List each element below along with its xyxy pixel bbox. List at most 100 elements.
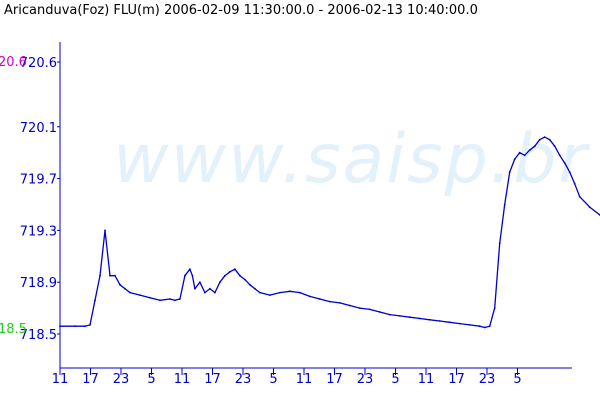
observed-series-line-point: [114, 274, 116, 277]
y-tick-label: 719.7: [20, 173, 57, 188]
observed-series-line-point: [104, 229, 106, 232]
observed-series-line-point: [199, 281, 201, 284]
y-tick-label: 719.3: [20, 224, 57, 239]
observed-series-line-point: [89, 324, 91, 326]
observed-series-line-point: [239, 274, 241, 277]
observed-series-line-point: [224, 274, 226, 277]
observed-series-line-point: [279, 291, 281, 294]
observed-series-line-point: [328, 300, 331, 303]
observed-series-line-point: [174, 299, 176, 302]
observed-series-line-point: [458, 322, 461, 325]
y-tick-label: 718.9: [20, 276, 57, 291]
x-tick-label: 23: [235, 372, 252, 387]
x-tick-label: 23: [479, 372, 496, 387]
observed-series-line-point: [74, 325, 76, 328]
observed-series-line-point: [139, 294, 141, 296]
max-value-marker: 20.6: [0, 55, 27, 70]
x-tick-label: 5: [513, 372, 521, 387]
observed-series-line-point: [184, 274, 186, 277]
watermark-text: www.saisp.br: [113, 120, 590, 199]
observed-series-line-point: [318, 298, 321, 300]
x-tick-label: 5: [147, 372, 155, 387]
observed-series-line-point: [418, 317, 421, 320]
x-tick-label: 17: [448, 372, 465, 387]
observed-series-line-point: [438, 320, 441, 322]
x-tick-label: 23: [113, 372, 130, 387]
observed-series-line-point: [59, 325, 61, 328]
observed-series-line-point: [378, 311, 381, 313]
observed-series-line-point: [478, 325, 481, 328]
x-tick-labels: 11 17 23 5 11 17 23 5 11 17 23 5 11 17 23 5: [52, 368, 522, 387]
observed-series-line-point: [254, 287, 256, 290]
observed-series-line-point: [99, 274, 101, 277]
observed-series-line-point: [518, 151, 521, 154]
series-group: [59, 136, 600, 329]
observed-series-line-point: [234, 268, 236, 271]
observed-series-line-point: [94, 299, 96, 302]
x-tick-label: 11: [174, 372, 191, 387]
observed-series-line-point: [573, 182, 576, 185]
observed-series-line-point: [189, 268, 191, 271]
observed-series-line-point: [194, 287, 196, 290]
observed-series-line-point: [548, 138, 551, 141]
y-tick-label: 718.5: [20, 328, 57, 343]
observed-series-line-point: [191, 274, 194, 277]
observed-series-line-point: [124, 287, 126, 290]
observed-series-line: [60, 136, 600, 329]
observed-series-line-point: [299, 291, 301, 294]
y-tick-label: 720.6: [20, 56, 57, 71]
observed-series-line-point: [523, 154, 526, 157]
observed-series-line-point: [568, 171, 571, 174]
observed-series-line-point: [119, 283, 121, 286]
x-tick-label: 23: [357, 372, 374, 387]
observed-series-line-point: [408, 316, 411, 319]
observed-series-line-point: [214, 291, 216, 294]
observed-series-line-point: [558, 154, 561, 157]
y-tick-label: 720.1: [20, 121, 57, 136]
x-tick-label: 17: [204, 372, 221, 387]
observed-series-line-point: [129, 291, 131, 294]
min-value-marker: 18.5: [0, 322, 27, 337]
observed-series-line-point: [149, 296, 151, 299]
observed-series-line-point: [528, 149, 531, 152]
observed-series-line-point: [348, 304, 351, 307]
observed-series-line-point: [398, 315, 401, 317]
observed-series-line-point: [498, 242, 501, 245]
observed-series-line-point: [503, 203, 506, 206]
observed-series-line-point: [468, 324, 471, 326]
observed-series-line-point: [249, 283, 251, 286]
x-tick-label: 11: [418, 372, 435, 387]
observed-series-line-point: [84, 325, 86, 328]
observed-series-line-point: [269, 294, 271, 296]
x-tick-label: 17: [82, 372, 99, 387]
observed-series-line-point: [388, 313, 391, 316]
observed-series-line-point: [513, 158, 516, 161]
observed-series-line-point: [508, 171, 511, 174]
chart-axes: [59, 42, 572, 369]
observed-series-line-point: [488, 325, 491, 328]
observed-series-line-point: [229, 270, 231, 273]
x-tick-label: 5: [269, 372, 277, 387]
observed-series-line-point: [159, 299, 161, 302]
observed-series-line-point: [219, 281, 221, 284]
observed-series-line-point: [308, 295, 311, 298]
observed-series-line-point: [538, 138, 541, 141]
observed-series-line-point: [109, 274, 111, 277]
observed-series-line-point: [483, 326, 486, 329]
observed-series-line-point: [204, 291, 206, 294]
observed-series-line-point: [259, 291, 261, 294]
observed-series-line-point: [368, 308, 371, 311]
observed-series-line-point: [493, 307, 496, 309]
observed-series-line-point: [533, 145, 536, 148]
observed-series-line-point: [338, 302, 341, 304]
y-tick-labels: 718.5 718.9 719.3 719.7 720.1 720.6: [20, 56, 60, 343]
observed-series-line-point: [578, 195, 581, 198]
observed-series-line-point: [588, 206, 591, 209]
observed-series-line-point: [209, 287, 211, 290]
observed-series-line-point: [543, 136, 546, 139]
observed-series-line-point: [448, 321, 451, 324]
x-tick-label: 11: [296, 372, 313, 387]
observed-series-line-point: [428, 318, 431, 321]
observed-series-line-point: [179, 298, 181, 300]
